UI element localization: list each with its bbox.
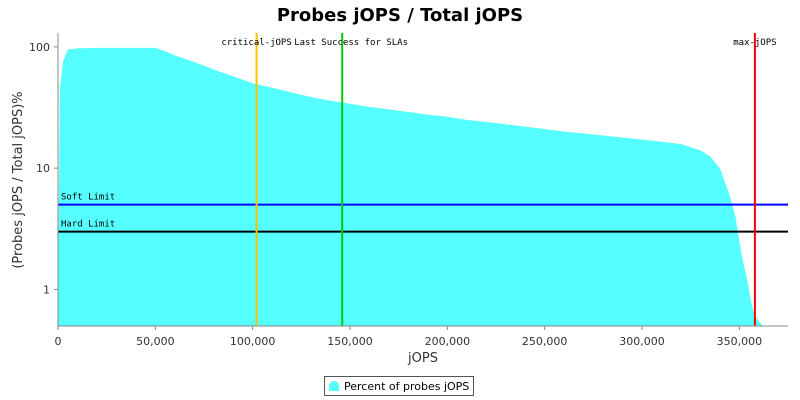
y-tick-label: 10 [36, 162, 50, 175]
marker-label-2: max-jOPS [733, 38, 776, 48]
series-area [58, 47, 783, 327]
marker-lines: critical-jOPS Last Success for SLAs max-jO… [221, 33, 777, 326]
x-tick-label: 300,000 [619, 335, 665, 348]
x-tick-label: 200,000 [425, 335, 471, 348]
x-tick-label: 100,000 [230, 335, 276, 348]
legend-entry: Percent of probes jOPS [344, 379, 470, 393]
y-tick-label: 100 [29, 41, 50, 54]
threshold-label-1: Hard Limit [61, 220, 115, 230]
chart-title: Probes jOPS / Total jOPS [277, 5, 523, 26]
y-axis-ticks: 1 10 100 [29, 41, 58, 296]
marker-label-1: Last Success for SLAs [294, 38, 408, 48]
marker-label-0: critical-jOPS [221, 38, 291, 48]
x-tick-label: 0 [55, 335, 62, 348]
x-tick-label: 350,000 [717, 335, 763, 348]
plot-area: Soft Limit Hard Limit critical-jOPS Last S… [58, 33, 788, 327]
x-tick-label: 150,000 [327, 335, 373, 348]
threshold-lines: Soft Limit Hard Limit [58, 193, 788, 233]
legend-swatch-icon [329, 381, 339, 391]
x-axis-label: jOPS [407, 351, 438, 366]
x-axis-ticks: 0 50,000 100,000 150,000 200,000 250,000 300,0… [55, 326, 763, 348]
legend: Percent of probes jOPS [324, 376, 475, 396]
threshold-label-0: Soft Limit [61, 193, 115, 203]
x-tick-label: 250,000 [522, 335, 568, 348]
y-tick-label: 1 [43, 283, 50, 296]
x-tick-label: 50,000 [136, 335, 175, 348]
y-axis-label: (Probes jOPS / Total jOPS)% [11, 91, 26, 268]
